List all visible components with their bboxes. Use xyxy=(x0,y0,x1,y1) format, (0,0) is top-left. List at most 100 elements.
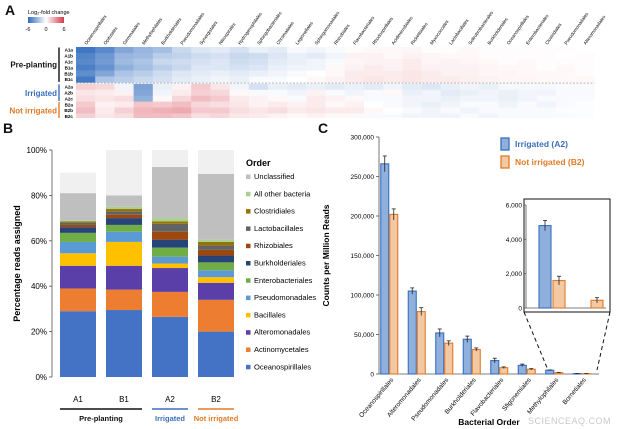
heatmap-cell xyxy=(479,76,499,83)
heatmap-cell xyxy=(172,83,192,91)
stacked-bar-segment xyxy=(60,253,96,266)
heatmap-cell xyxy=(95,83,115,91)
heatmap-cell xyxy=(268,101,288,108)
stacked-bar-segment xyxy=(60,288,96,312)
heatmap-cell xyxy=(517,64,538,71)
heatmap-cell xyxy=(191,76,211,83)
heatmap-cell xyxy=(498,113,518,118)
legend-label: Rhizobiales xyxy=(254,241,293,250)
heatmap-cell xyxy=(517,47,538,54)
heatmap-cell xyxy=(306,107,326,114)
stacked-bar-segment xyxy=(106,206,142,210)
heatmap-cell xyxy=(575,95,595,102)
stacked-bar-segment xyxy=(60,221,96,223)
heatmap-cell xyxy=(229,101,250,108)
heatmap-cell xyxy=(517,107,538,114)
heatmap-cell xyxy=(152,58,173,65)
heatmap-cell xyxy=(210,83,230,91)
heatmap-cell xyxy=(76,52,96,60)
heatmap-cell xyxy=(402,89,422,96)
heatmap-cell xyxy=(536,76,557,83)
heatmap-cell xyxy=(344,107,365,114)
legend-label: Oceanospirillales xyxy=(254,362,311,371)
heatmap-cell xyxy=(114,83,134,91)
y-tick-label: 0 xyxy=(370,372,374,379)
legend-label: Actinomycetales xyxy=(254,345,309,354)
heatmap-cell xyxy=(95,76,115,83)
heatmap-cell xyxy=(325,113,346,118)
stacked-bar-segment xyxy=(152,218,188,222)
heatmap-cell xyxy=(76,113,96,118)
heatmap-cell xyxy=(421,95,442,102)
heatmap-cell xyxy=(268,95,288,102)
heatmap-cell xyxy=(536,52,557,60)
heatmap-cell xyxy=(344,113,365,118)
heatmap-cell xyxy=(479,95,499,102)
heatmap-cell xyxy=(421,52,442,60)
zoom-connector xyxy=(523,311,549,371)
stacked-bar-segment xyxy=(198,331,234,377)
heatmap-cell xyxy=(191,70,211,77)
heatmap-cell xyxy=(460,70,480,77)
stacked-bar-segment xyxy=(152,223,188,232)
heatmap-cell xyxy=(364,64,384,71)
heatmap-cell xyxy=(191,89,211,96)
heatmap-column-label: Synergistales xyxy=(199,20,219,46)
heatmap-cell xyxy=(344,76,365,83)
heatmap-cell xyxy=(287,58,307,65)
heatmap-cell xyxy=(440,113,461,118)
heatmap-cell xyxy=(498,76,518,83)
heatmap-cell xyxy=(421,101,442,108)
heatmap-cell xyxy=(498,64,518,71)
heatmap-cell xyxy=(575,52,595,60)
heatmap-cell xyxy=(210,89,230,96)
heatmap-cell xyxy=(440,76,461,83)
heatmap-group-label: Pre-planting xyxy=(10,61,57,70)
heatmap-row-label: A2c xyxy=(65,96,74,101)
legend-label: Bacillales xyxy=(254,310,286,319)
heatmap-cell xyxy=(229,83,250,91)
heatmap-column-label: Lactobacillales xyxy=(448,17,470,45)
heatmap-cell xyxy=(440,107,461,114)
heatmap-cell xyxy=(152,107,173,114)
heatmap-panel-a: Log₂-fold change-6 0 6 OceanospirillalesOpi… xyxy=(9,10,607,118)
heatmap-cell xyxy=(76,70,96,77)
stacked-bar-segment xyxy=(198,150,234,174)
heatmap-cell xyxy=(172,113,192,118)
heatmap-cell xyxy=(344,64,365,71)
y-tick-label: 40% xyxy=(31,282,47,291)
heatmap-cell xyxy=(210,47,230,54)
heatmap-cell xyxy=(306,89,326,96)
stacked-bar-panel-b: 0% 20% 40% 60% 80% 100% Percentage reads assig… xyxy=(12,146,316,423)
group-label: Pre-planting xyxy=(79,414,123,423)
heatmap-cell xyxy=(517,89,538,96)
heatmap-cell xyxy=(287,70,307,77)
heatmap-cell xyxy=(76,101,96,108)
heatmap-cell xyxy=(287,52,307,60)
legend-swatch xyxy=(246,295,251,301)
bar xyxy=(380,163,390,375)
heatmap-cell xyxy=(268,76,288,83)
x-axis-label: Bacterial Order xyxy=(458,417,520,427)
heatmap-cell xyxy=(383,52,403,60)
stacked-bar-segment xyxy=(198,282,234,300)
stacked-bar-segment xyxy=(60,311,96,377)
heatmap-cell xyxy=(383,113,403,118)
stacked-bar-segment xyxy=(198,239,234,242)
heatmap-cell xyxy=(364,101,384,108)
y-tick-label: 0% xyxy=(35,373,47,382)
stacked-bar-segment xyxy=(198,173,234,240)
legend-label: Not irrigated (B2) xyxy=(515,157,585,167)
heatmap-cell xyxy=(575,107,595,114)
legend-swatch xyxy=(246,174,251,179)
heatmap-cell xyxy=(344,89,365,96)
heatmap-cell xyxy=(76,47,96,54)
legend-title: Order xyxy=(246,158,271,168)
heatmap-cell xyxy=(325,76,346,83)
stacked-bar-segment xyxy=(60,222,96,225)
heatmap-cell xyxy=(517,95,538,102)
colorbar-label: Log₂-fold change xyxy=(28,10,70,16)
heatmap-cell xyxy=(172,89,192,96)
heatmap-cell xyxy=(268,113,288,118)
heatmap-cell xyxy=(421,113,442,118)
